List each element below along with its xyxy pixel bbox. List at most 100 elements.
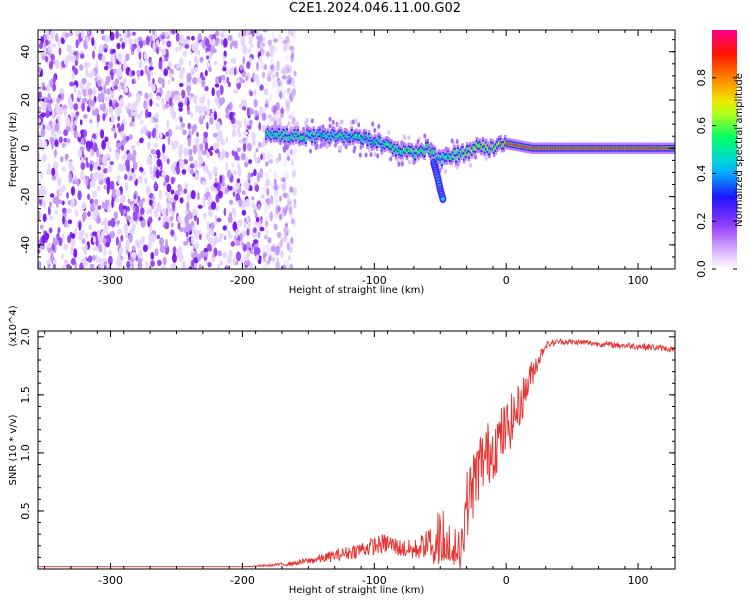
y-tick-label: -20 [19, 188, 32, 206]
noise-speckle [289, 263, 293, 269]
noise-speckle [90, 99, 96, 107]
noise-speckle [196, 217, 200, 226]
noise-speckle [269, 69, 274, 75]
noise-speckle [193, 159, 199, 170]
noise-speckle [207, 98, 210, 109]
noise-speckle [282, 206, 287, 214]
noise-speckle [260, 219, 264, 224]
noise-speckle [193, 55, 199, 64]
noise-speckle [55, 59, 60, 69]
noise-speckle [402, 134, 406, 140]
noise-speckle [115, 30, 119, 40]
noise-speckle [240, 99, 246, 105]
noise-speckle [305, 117, 309, 123]
noise-speckle [105, 96, 110, 102]
noise-speckle [43, 140, 48, 150]
signal-core [467, 153, 470, 156]
noise-speckle [81, 238, 86, 245]
signal-core [494, 146, 497, 149]
signal-core [528, 146, 530, 149]
noise-speckle [264, 206, 268, 214]
noise-speckle [51, 167, 56, 176]
noise-speckle [175, 46, 178, 53]
noise-speckle [131, 154, 136, 163]
signal-core [559, 147, 562, 150]
noise-speckle [78, 148, 83, 158]
signal-core [333, 133, 336, 136]
noise-speckle [206, 151, 210, 159]
noise-speckle [187, 122, 191, 130]
noise-speckle [49, 193, 55, 198]
noise-speckle [123, 86, 129, 94]
noise-speckle [286, 198, 291, 206]
noise-speckle [166, 94, 170, 100]
noise-speckle [120, 131, 125, 138]
noise-speckle [167, 192, 171, 202]
noise-speckle [113, 85, 118, 90]
noise-speckle [283, 206, 287, 212]
noise-speckle [219, 84, 224, 95]
signal-core [623, 147, 625, 150]
noise-speckle [171, 30, 176, 35]
noise-speckle [151, 84, 157, 92]
signal-core [567, 147, 570, 150]
signal-core [306, 131, 309, 134]
colorbar-label: Normalized spectral amplitude [734, 73, 745, 227]
noise-speckle [55, 118, 59, 125]
noise-speckle [140, 207, 145, 215]
noise-speckle [246, 107, 250, 117]
noise-speckle [128, 170, 133, 176]
noise-speckle [38, 180, 41, 187]
noise-speckle [40, 36, 44, 45]
signal-core [472, 146, 475, 150]
noise-speckle [84, 61, 89, 70]
noise-speckle [279, 110, 284, 119]
noise-speckle [109, 98, 113, 109]
noise-speckle [136, 45, 141, 54]
noise-speckle [178, 102, 184, 108]
noise-speckle [274, 79, 278, 89]
signal-core [586, 147, 589, 150]
noise-speckle [416, 139, 420, 144]
noise-speckle [292, 30, 297, 40]
noise-speckle [288, 65, 293, 74]
noise-speckle [293, 203, 297, 209]
noise-speckle [251, 202, 255, 208]
noise-speckle [46, 169, 52, 175]
signal-core [653, 147, 655, 150]
signal-branch [440, 196, 445, 202]
noise-speckle [59, 88, 64, 94]
noise-speckle [170, 189, 175, 195]
noise-speckle [328, 116, 332, 122]
noise-speckle [353, 145, 357, 151]
noise-speckle [278, 91, 284, 98]
noise-speckle [232, 221, 238, 232]
noise-speckle [278, 153, 282, 162]
noise-speckle [149, 35, 153, 42]
noise-speckle [247, 142, 252, 152]
noise-speckle [131, 70, 135, 76]
x-axis-label: Height of straight line (km) [289, 285, 425, 296]
noise-speckle [95, 132, 99, 138]
noise-speckle [127, 152, 132, 162]
noise-speckle [97, 166, 101, 171]
signal-core [293, 132, 296, 135]
noise-speckle [98, 44, 104, 54]
noise-speckle [131, 167, 135, 174]
noise-speckle [99, 104, 103, 111]
noise-speckle [40, 128, 46, 138]
x-tick-label: -200 [230, 574, 255, 587]
signal-core [501, 144, 503, 147]
signal-core [447, 153, 450, 156]
noise-speckle [263, 113, 268, 120]
noise-speckle [231, 163, 235, 168]
signal-core [502, 144, 505, 147]
noise-speckle [263, 201, 268, 208]
noise-speckle [132, 161, 138, 171]
noise-speckle [222, 55, 226, 60]
noise-speckle [159, 189, 163, 200]
noise-speckle [120, 123, 125, 132]
noise-speckle [117, 115, 121, 122]
noise-speckle [146, 99, 150, 109]
signal-core [407, 148, 410, 151]
